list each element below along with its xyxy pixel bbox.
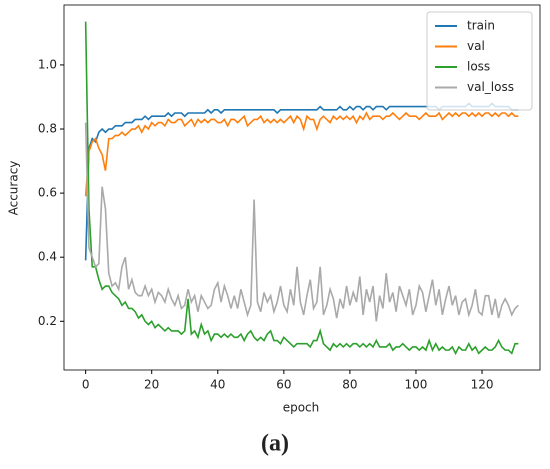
- y-axis-label: Accuracy: [7, 161, 21, 216]
- x-tick-label: 60: [276, 378, 291, 392]
- series-line: [84, 122, 519, 322]
- legend-label: loss: [467, 60, 490, 74]
- x-tick-label: 20: [144, 378, 159, 392]
- x-tick-label: 0: [82, 378, 90, 392]
- legend-label: val_loss: [467, 80, 514, 94]
- y-tick-label: 0.6: [38, 186, 57, 200]
- series-line: [84, 111, 519, 197]
- caption: (a): [261, 431, 289, 457]
- x-axis-label: epoch: [283, 401, 320, 415]
- y-tick-label: 1.0: [38, 57, 57, 71]
- legend-box: [426, 11, 533, 111]
- legend-label: train: [467, 19, 495, 33]
- x-tick-label: 80: [342, 378, 357, 392]
- legend-label: val: [467, 39, 485, 53]
- plot-frame: [63, 4, 541, 371]
- y-tick-label: 0.4: [38, 250, 57, 264]
- series-line: [84, 102, 519, 261]
- series-line: [84, 21, 519, 356]
- x-tick-label: 40: [210, 378, 225, 392]
- y-tick-label: 0.2: [38, 314, 57, 328]
- x-tick-label: 120: [471, 378, 494, 392]
- x-tick-label: 100: [405, 378, 428, 392]
- y-tick-label: 0.8: [38, 122, 57, 136]
